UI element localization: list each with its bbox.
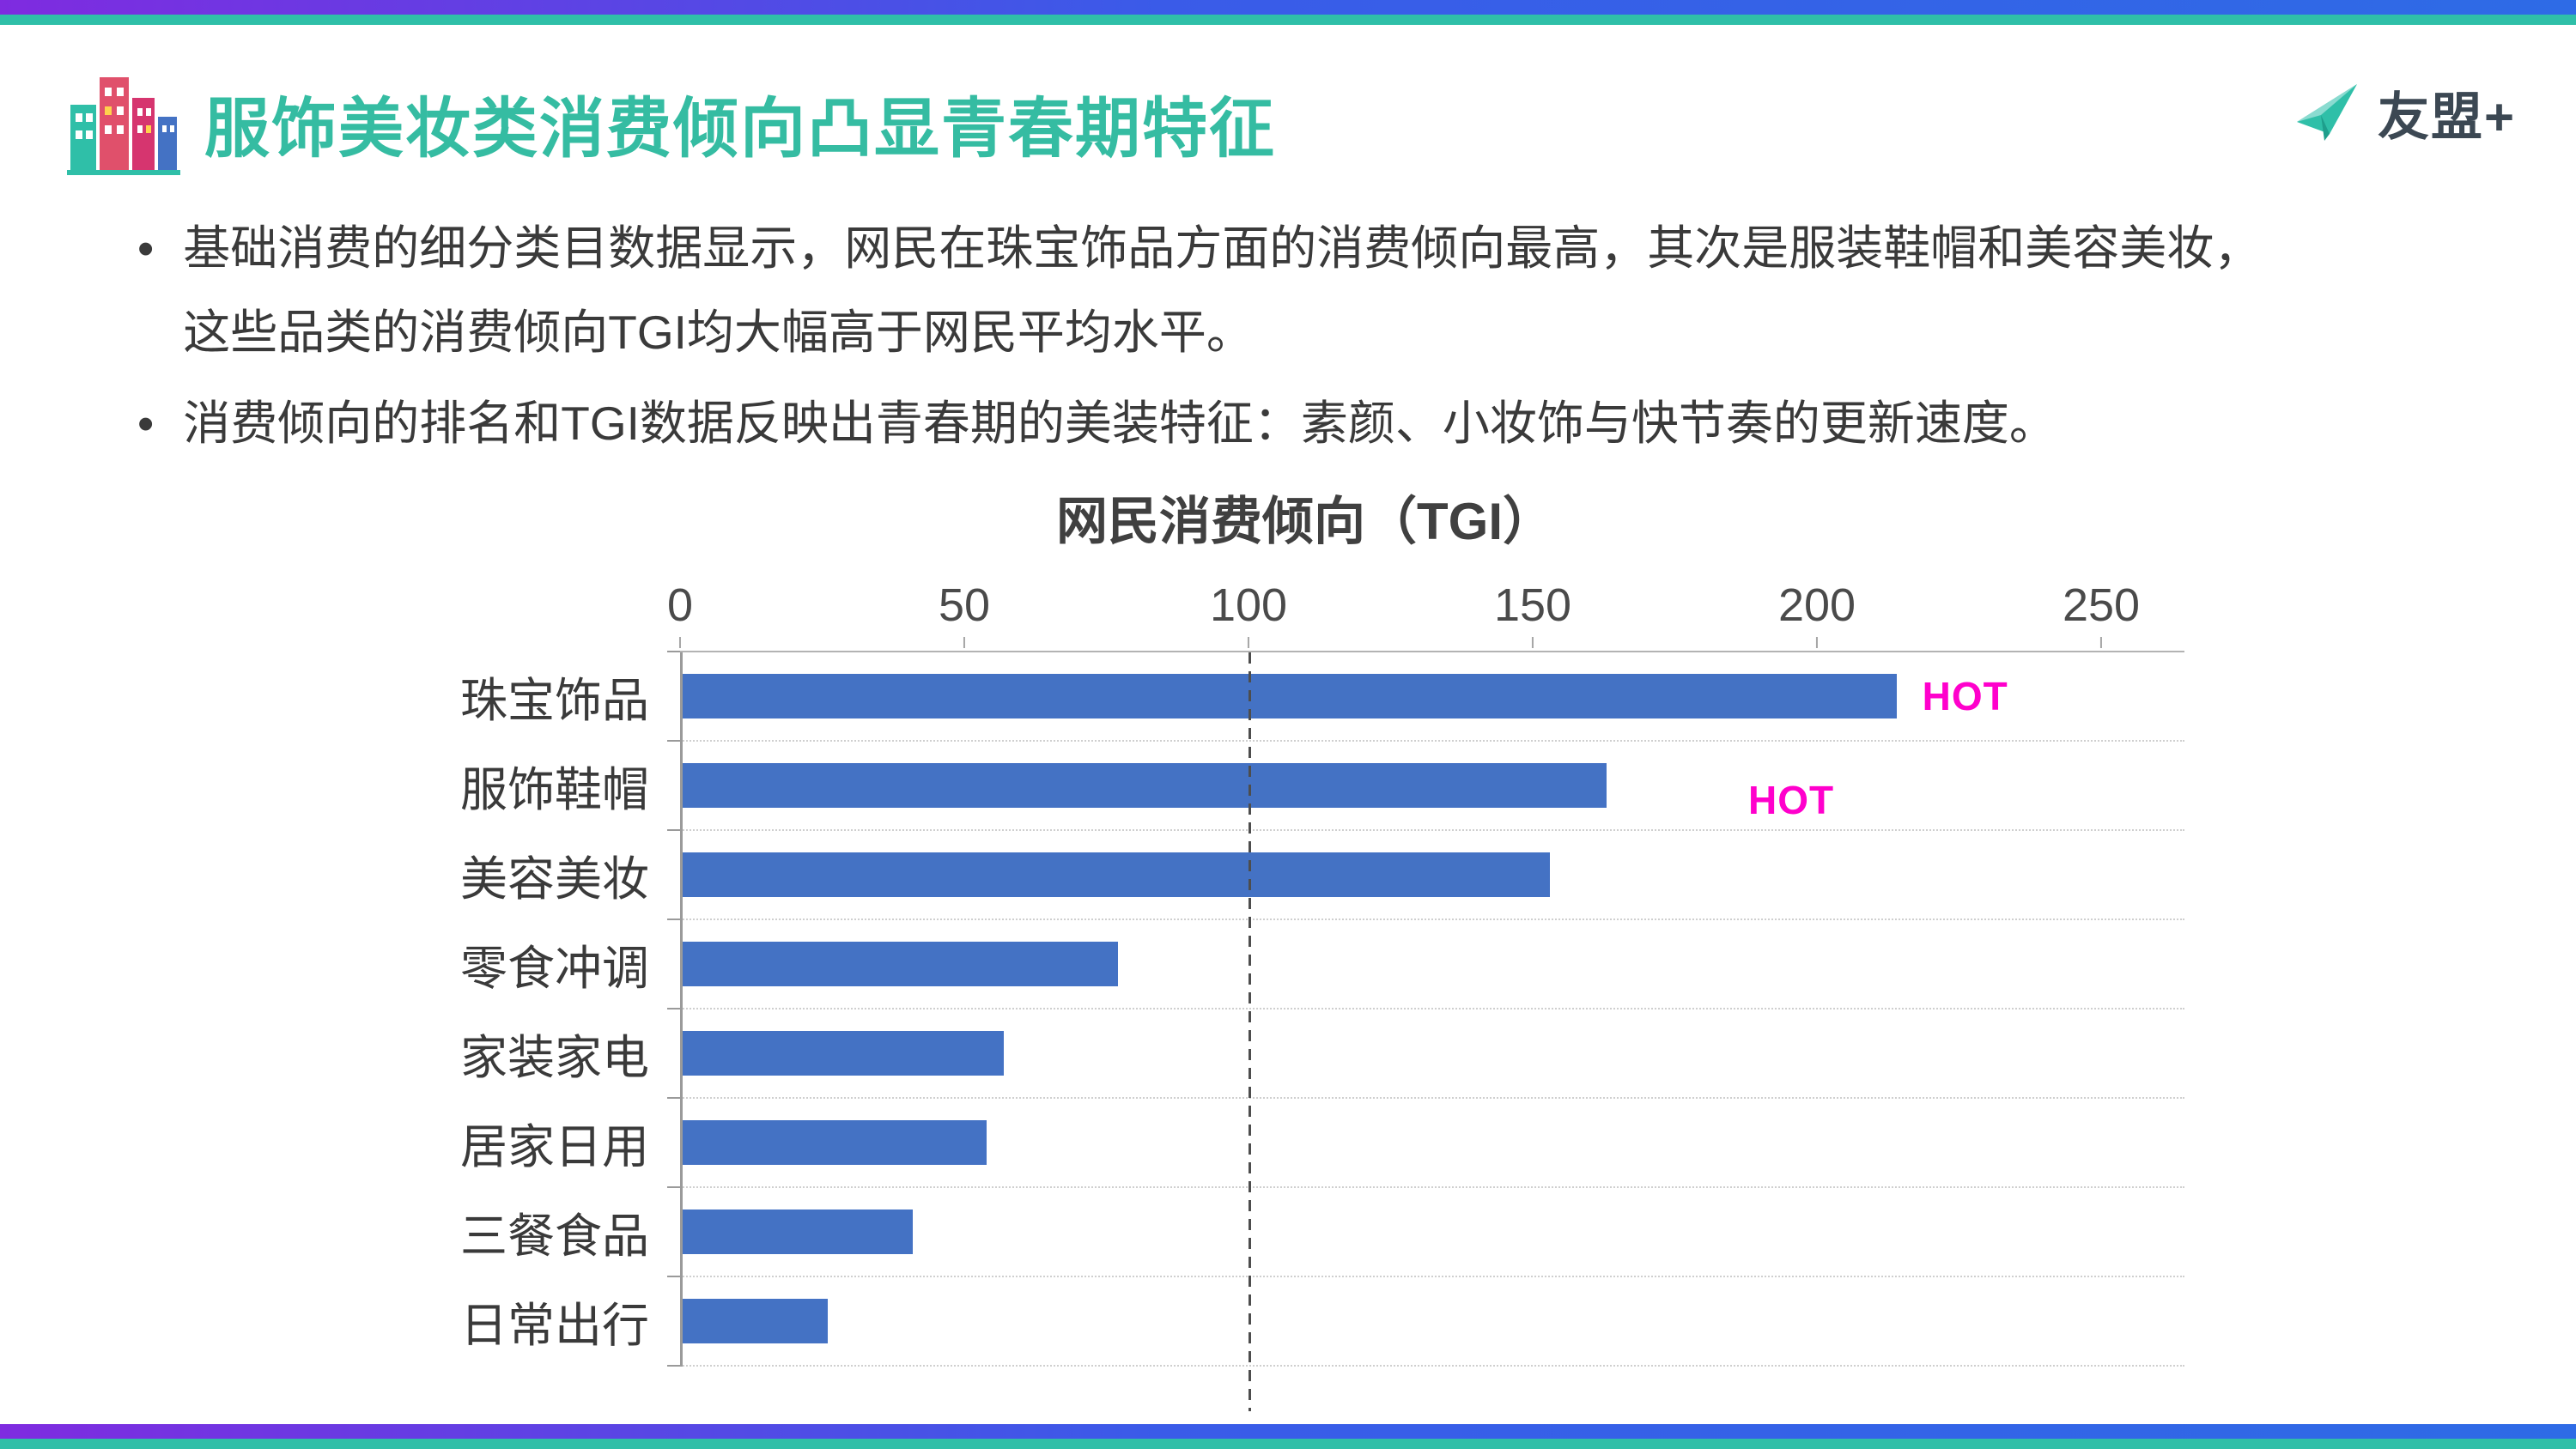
x-tick: 50 bbox=[939, 582, 990, 648]
bar: HOT bbox=[680, 763, 1833, 822]
x-tick-label: 50 bbox=[938, 579, 991, 631]
category-label: 美容美妆 bbox=[459, 852, 649, 906]
bullet-marker: • bbox=[137, 221, 155, 275]
bar-row: 美容美妆 bbox=[460, 829, 2184, 920]
x-tick-label: 0 bbox=[666, 579, 694, 631]
bar-row: 家装家电 bbox=[460, 1008, 2184, 1099]
reference-line bbox=[1249, 652, 1251, 1411]
bullet-text: 消费倾向的排名和TGI数据反映出青春期的美装特征：素颜、小妆饰与快节奏的更新速度… bbox=[183, 397, 2057, 450]
x-tick-label: 200 bbox=[1777, 579, 1856, 631]
bar-row: 零食冲调 bbox=[460, 919, 2184, 1009]
bar bbox=[680, 1210, 914, 1254]
bar bbox=[680, 1120, 987, 1165]
bar bbox=[680, 1299, 829, 1343]
x-tick: 250 bbox=[2063, 582, 2140, 648]
header: 服饰美妆类消费倾向凸显青春期特征 bbox=[67, 70, 1276, 175]
city-buildings-icon bbox=[67, 77, 180, 175]
category-label: 家装家电 bbox=[459, 1031, 649, 1084]
bottom-teal-bar bbox=[0, 1439, 2576, 1449]
bar-rows: 珠宝饰品 HOT 服饰鞋帽 HOT 美容美妆零食冲调家装家电居家日用三餐食品日常出行 bbox=[460, 651, 2184, 1367]
x-axis: 0 50 100 150 200 250 bbox=[667, 578, 2140, 648]
hot-label: HOT bbox=[1922, 674, 2008, 718]
bar-row: 服饰鞋帽 HOT bbox=[460, 740, 2184, 831]
x-tick: 0 bbox=[667, 582, 693, 648]
x-tick-mark bbox=[1815, 637, 1818, 648]
x-tick-mark bbox=[678, 637, 681, 648]
category-label: 居家日用 bbox=[459, 1120, 649, 1173]
umeng-logo: 友盟+ bbox=[2292, 76, 2516, 150]
bar bbox=[680, 1031, 1005, 1076]
x-tick: 100 bbox=[1210, 582, 1287, 648]
chart-title: 网民消费倾向（TGI） bbox=[1056, 493, 1554, 550]
category-label: 三餐食品 bbox=[459, 1210, 649, 1263]
bullet-text: 基础消费的细分类目数据显示，网民在珠宝饰品方面的消费倾向最高，其次是服装鞋帽和美… bbox=[183, 221, 2262, 359]
x-tick-mark bbox=[1247, 637, 1249, 648]
x-tick-label: 150 bbox=[1493, 579, 1572, 631]
bullet-item: • 消费倾向的排名和TGI数据反映出青春期的美装特征：素颜、小妆饰与快节奏的更新… bbox=[137, 381, 2404, 465]
bar-row: 三餐食品 bbox=[460, 1186, 2184, 1277]
category-label: 零食冲调 bbox=[459, 942, 649, 995]
category-label: 珠宝饰品 bbox=[459, 674, 649, 727]
x-tick-label: 250 bbox=[2062, 579, 2141, 631]
x-tick: 200 bbox=[1778, 582, 1856, 648]
plot-area: 珠宝饰品 HOT 服饰鞋帽 HOT 美容美妆零食冲调家装家电居家日用三餐食品日常出行 bbox=[460, 651, 2184, 1411]
category-label: 服饰鞋帽 bbox=[459, 763, 649, 816]
top-teal-bar bbox=[0, 15, 2576, 25]
bar: HOT bbox=[680, 674, 2008, 718]
umeng-logo-text: 友盟+ bbox=[2377, 88, 2516, 146]
x-tick-mark bbox=[963, 637, 965, 648]
bullet-item: • 基础消费的细分类目数据显示，网民在珠宝饰品方面的消费倾向最高，其次是服装鞋帽… bbox=[137, 206, 2404, 374]
bar-row: 珠宝饰品 HOT bbox=[460, 651, 2184, 742]
umeng-leaf-icon bbox=[2296, 83, 2357, 141]
bottom-gradient-bar bbox=[0, 1424, 2576, 1439]
x-tick-mark bbox=[1531, 637, 1534, 648]
x-tick-mark bbox=[2099, 637, 2102, 648]
top-gradient-bar bbox=[0, 0, 2576, 15]
page-title: 服饰美妆类消费倾向凸显青春期特征 bbox=[204, 93, 1276, 166]
bar-row: 日常出行 bbox=[460, 1276, 2184, 1367]
bar bbox=[680, 852, 1550, 897]
x-tick: 150 bbox=[1494, 582, 1571, 648]
bar-row: 居家日用 bbox=[460, 1097, 2184, 1188]
y-axis-line bbox=[680, 652, 683, 1367]
x-tick-label: 100 bbox=[1209, 579, 1288, 631]
category-label: 日常出行 bbox=[459, 1299, 649, 1352]
hot-label: HOT bbox=[1748, 777, 1835, 822]
bar bbox=[680, 942, 1118, 986]
bullet-marker: • bbox=[137, 397, 155, 450]
bullet-list: • 基础消费的细分类目数据显示，网民在珠宝饰品方面的消费倾向最高，其次是服装鞋帽… bbox=[137, 206, 2404, 472]
